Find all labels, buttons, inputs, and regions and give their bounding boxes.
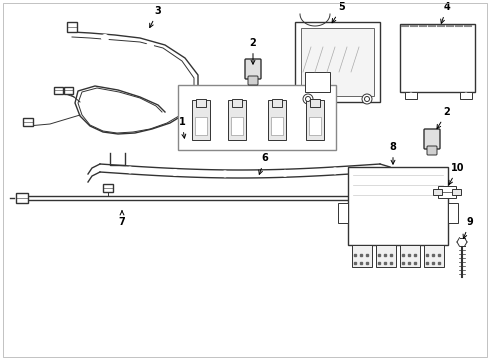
Bar [53,86,63,94]
Bar [452,189,461,195]
Bar [433,189,442,195]
Circle shape [282,170,288,176]
Bar [448,203,458,223]
Circle shape [365,96,369,102]
Circle shape [464,93,468,97]
Circle shape [147,42,153,49]
Bar [348,167,448,245]
Circle shape [303,94,313,104]
Bar [309,117,321,135]
Circle shape [448,56,456,64]
Bar [400,245,420,267]
Bar [195,117,207,135]
Bar [231,117,243,135]
Circle shape [340,210,346,216]
Bar [192,100,210,140]
FancyBboxPatch shape [424,129,440,149]
Text: 6: 6 [259,153,269,174]
Text: 10: 10 [449,163,465,185]
Text: 9: 9 [463,217,473,238]
Circle shape [305,96,311,102]
FancyBboxPatch shape [248,76,258,85]
Bar [103,184,113,192]
Bar [178,85,336,150]
Circle shape [449,210,457,216]
Bar [438,186,456,198]
Bar [310,99,320,107]
Bar [196,99,206,107]
Text: 2: 2 [437,107,450,129]
Text: 8: 8 [390,142,396,164]
Bar [305,72,330,92]
Bar [301,28,374,96]
Bar [400,24,475,92]
Bar [23,118,33,126]
Bar [405,92,417,99]
Bar [338,203,348,223]
Text: 2: 2 [249,38,256,64]
Circle shape [172,170,178,175]
Bar [64,86,73,94]
Text: 1: 1 [179,117,186,138]
Bar [67,22,77,32]
Text: 3: 3 [150,6,161,28]
Text: 5: 5 [332,2,345,23]
Circle shape [362,94,372,104]
Text: 7: 7 [119,211,125,227]
Circle shape [332,168,338,174]
Bar [268,100,286,140]
Circle shape [101,35,108,41]
Circle shape [222,171,228,177]
Bar [306,100,324,140]
Bar [376,245,396,267]
Bar [272,99,282,107]
Circle shape [409,93,413,97]
Bar [228,100,246,140]
Bar [352,245,372,267]
Bar [271,117,283,135]
FancyBboxPatch shape [245,59,261,79]
Bar [16,193,28,203]
Bar [295,22,380,102]
Bar [424,245,444,267]
Text: 4: 4 [441,2,450,23]
Circle shape [127,167,133,173]
FancyBboxPatch shape [427,146,437,155]
Bar [460,92,472,99]
Circle shape [10,194,18,202]
Bar [232,99,242,107]
